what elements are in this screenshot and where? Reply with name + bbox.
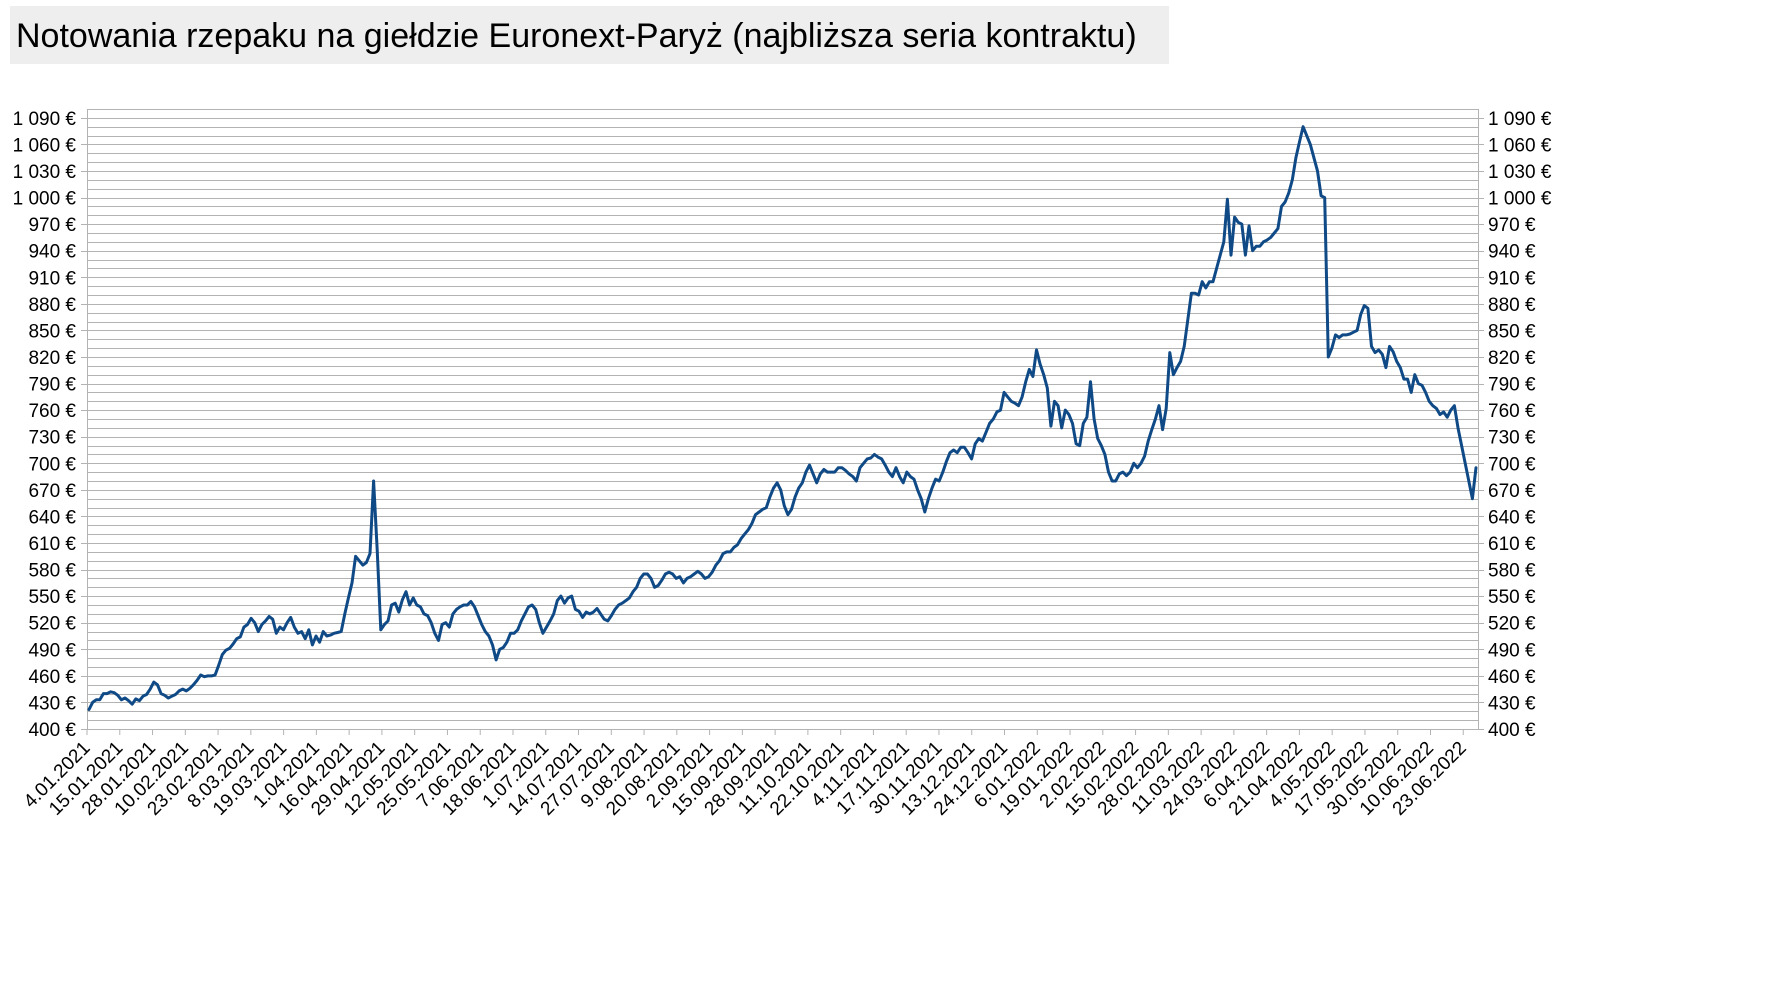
y-tick-label-left: 400 € (28, 720, 76, 741)
y-tick-label-right: 670 € (1488, 481, 1536, 502)
y-tick-label-right: 520 € (1488, 614, 1536, 635)
y-tick-label-right: 790 € (1488, 375, 1536, 396)
y-tick-label-right: 730 € (1488, 428, 1536, 449)
chart-title: Notowania rzepaku na giełdzie Euronext-P… (16, 17, 1137, 55)
grid-lines (87, 109, 1478, 730)
series (87, 125, 1478, 711)
y-tick-label-left: 940 € (28, 242, 76, 263)
y-tick-label-right: 1 000 € (1488, 189, 1552, 210)
y-tick-label-right: 640 € (1488, 507, 1536, 528)
y-tick-label-right: 400 € (1488, 720, 1536, 741)
y-tick-label-left: 970 € (28, 215, 76, 236)
y-tick-label-left: 580 € (28, 561, 76, 582)
y-tick-label-right: 820 € (1488, 348, 1536, 369)
y-tick-label-right: 490 € (1488, 640, 1536, 661)
y-tick-label-right: 580 € (1488, 561, 1536, 582)
y-tick-label-left: 670 € (28, 481, 76, 502)
chart-title-box: Notowania rzepaku na giełdzie Euronext-P… (10, 6, 1169, 64)
y-tick-label-right: 610 € (1488, 534, 1536, 555)
y-tick-label-left: 1 000 € (13, 189, 77, 210)
y-tick-label-left: 550 € (28, 587, 76, 608)
y-tick-label-left: 610 € (28, 534, 76, 555)
y-tick-label-right: 850 € (1488, 321, 1536, 342)
y-tick-label-left: 490 € (28, 640, 76, 661)
y-tick-label-left: 430 € (28, 693, 76, 714)
y-tick-label-right: 940 € (1488, 242, 1536, 263)
y-tick-label-left: 760 € (28, 401, 76, 422)
y-tick-label-right: 1 060 € (1488, 135, 1552, 156)
y-tick-label-right: 910 € (1488, 268, 1536, 289)
y-tick-label-left: 820 € (28, 348, 76, 369)
y-tick-label-right: 760 € (1488, 401, 1536, 422)
y-tick-label-left: 790 € (28, 375, 76, 396)
y-tick-label-left: 730 € (28, 428, 76, 449)
y-tick-label-right: 1 090 € (1488, 109, 1552, 130)
y-tick-label-left: 640 € (28, 507, 76, 528)
y-tick-label-left: 910 € (28, 268, 76, 289)
x-axis-ticks: 4.01.202115.01.202128.01.202110.02.20212… (20, 729, 1471, 820)
y-tick-label-right: 700 € (1488, 454, 1536, 475)
y-tick-label-right: 550 € (1488, 587, 1536, 608)
y-tick-label-right: 880 € (1488, 295, 1536, 316)
y-tick-label-right: 430 € (1488, 693, 1536, 714)
y-tick-label-right: 1 030 € (1488, 162, 1552, 183)
y-tick-label-right: 970 € (1488, 215, 1536, 236)
y-tick-label-right: 460 € (1488, 667, 1536, 688)
series-line (87, 125, 1478, 711)
y-tick-label-left: 460 € (28, 667, 76, 688)
y-tick-label-left: 700 € (28, 454, 76, 475)
y-tick-label-left: 520 € (28, 614, 76, 635)
y-axis-left-ticks: 400 € 430 € 460 € 490 € 520 € 550 € 580 € 610 €… (13, 109, 87, 741)
axes (87, 109, 1479, 730)
y-tick-label-left: 1 030 € (13, 162, 77, 183)
y-tick-label-left: 1 090 € (13, 109, 77, 130)
y-axis-right-ticks: 400 € 430 € 460 € 490 € 520 € 550 € 580 € 610 €… (1478, 109, 1552, 741)
y-tick-label-left: 880 € (28, 295, 76, 316)
y-tick-label-left: 850 € (28, 321, 76, 342)
y-tick-label-left: 1 060 € (13, 135, 77, 156)
